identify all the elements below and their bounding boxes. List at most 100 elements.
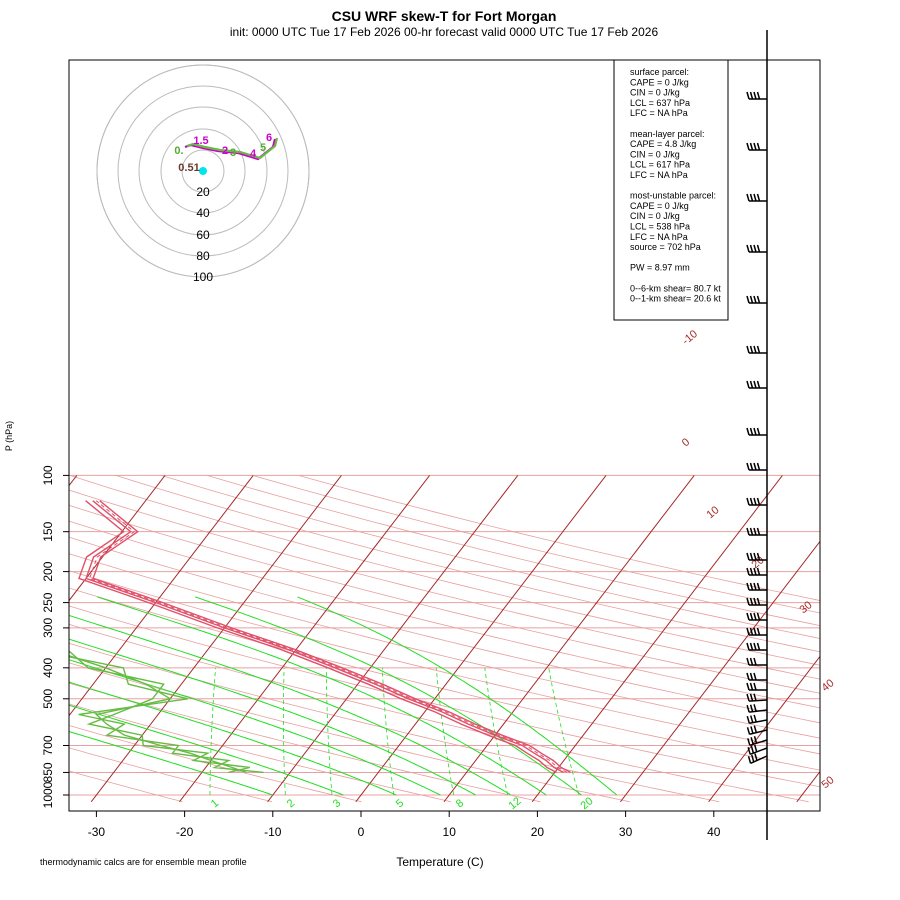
footnote: thermodynamic calcs are for ensemble mea… <box>40 857 247 867</box>
isotherm-label: 10 <box>705 504 722 521</box>
wind-barb-feather <box>756 597 761 606</box>
dry-adiabat <box>252 475 820 614</box>
hodograph-ring <box>160 128 246 214</box>
wind-barb-feather <box>749 91 754 100</box>
hodograph-ring <box>181 149 225 193</box>
hodograph-height-label: 2 <box>222 145 228 157</box>
wind-barb-feather <box>756 380 761 389</box>
isotherm <box>531 475 783 803</box>
wind-barb-feather <box>746 427 750 436</box>
isotherm <box>885 475 900 801</box>
dry-adiabat <box>69 747 273 803</box>
wind-barb-feather <box>746 612 750 621</box>
info-box-line: CAPE = 0 J/kg <box>630 201 689 211</box>
dry-adiabat <box>69 536 820 724</box>
isotherm-label: -10 <box>680 328 700 347</box>
info-box-line: PW = 8.97 mm <box>630 263 690 273</box>
wind-barb-feather <box>746 295 750 304</box>
x-tick-label: 20 <box>531 825 545 839</box>
isotherm-label: 0 <box>680 436 692 449</box>
wind-barb-feather <box>749 567 754 576</box>
dry-adiabat <box>69 703 451 803</box>
y-tick-label: 250 <box>41 592 55 612</box>
y-tick-label: 850 <box>41 762 55 782</box>
dry-adiabat <box>69 489 820 680</box>
wind-barb-feather <box>753 736 758 744</box>
isotherm <box>69 475 166 602</box>
info-box-line: 0--6-km shear= 80.7 kt <box>630 283 721 293</box>
wind-barb-feather <box>753 642 757 651</box>
dry-adiabat <box>161 475 820 639</box>
wind-barbs <box>746 91 768 765</box>
hodograph-height-label: 4 <box>250 148 257 160</box>
wind-barb-feather <box>746 497 750 506</box>
wind-barb-feather <box>749 627 754 636</box>
wind-barb-feather <box>753 244 757 253</box>
wind-barb-feather <box>749 552 754 561</box>
wind-barb-feather <box>749 427 754 436</box>
dry-adiabat <box>69 587 820 771</box>
moist-adiabat <box>69 681 397 796</box>
info-box-line: CAPE = 0 J/kg <box>630 77 689 87</box>
wind-barb-feather <box>749 497 754 506</box>
info-box-line: 0--1-km shear= 20.6 kt <box>630 294 721 304</box>
wind-barb-feather <box>749 295 754 304</box>
wind-barb-feather <box>746 462 750 471</box>
wind-barb-feather <box>753 345 757 354</box>
wind-barb-staff <box>750 755 768 765</box>
dewpoint-line <box>69 650 250 774</box>
moist-adiabat <box>69 614 512 796</box>
x-tick-label: 30 <box>619 825 633 839</box>
info-box-line: CIN = 0 J/kg <box>630 88 680 98</box>
dry-adiabat <box>69 504 820 694</box>
mixing-ratio-line <box>484 667 509 796</box>
wind-barb-feather <box>746 704 750 713</box>
wind-barb-feather <box>747 756 752 764</box>
hodograph-ring <box>138 106 268 236</box>
wind-barb-feather <box>753 682 757 691</box>
hodograph-ring <box>117 85 289 257</box>
wind-barb-feather <box>756 91 761 100</box>
hodograph: 20 40 60 80 100 0.51 1.5 0. 2 3 4 56 <box>96 64 310 284</box>
info-box-line: mean-layer parcel: <box>630 129 705 139</box>
wind-barb-feather <box>749 582 754 591</box>
wind-barb-feather <box>749 682 754 691</box>
wind-barb-feather <box>756 642 761 651</box>
mixing-ratio-line <box>209 667 216 796</box>
hodograph-ring-label: 20 <box>196 185 210 199</box>
x-tick-label: -30 <box>88 825 106 839</box>
mixing-ratio-label: 1 <box>209 797 221 810</box>
dry-adiabat <box>69 553 820 739</box>
moist-adiabat <box>297 596 618 796</box>
wind-barb-feather <box>746 567 750 576</box>
wind-barb-feather <box>756 142 761 151</box>
wind-barb-feather <box>753 612 757 621</box>
wind-barb-feather <box>746 244 750 253</box>
isotherm <box>179 475 430 803</box>
isotherm <box>69 475 78 487</box>
wind-barb-feather <box>756 627 761 636</box>
info-box-line: surface parcel: <box>630 67 689 77</box>
thermo-grid <box>69 474 900 803</box>
wind-barb-feather <box>753 714 757 723</box>
wind-barb-feather <box>749 612 754 621</box>
hodograph-ring-label: 40 <box>196 206 210 220</box>
wind-barb-feather <box>749 527 754 536</box>
wind-barb-feather <box>746 682 750 691</box>
wind-barb-feather <box>756 462 761 471</box>
isotherm <box>69 475 254 717</box>
wind-barb-feather <box>746 142 750 151</box>
parcel-trace <box>88 500 568 773</box>
mixing-ratio-line <box>283 667 286 796</box>
mixing-ratio-line <box>548 667 580 796</box>
y-tick-label: 500 <box>41 688 55 708</box>
hodograph-ring-label: 100 <box>193 270 213 284</box>
wind-barb-feather <box>753 142 757 151</box>
temperature-line <box>85 500 564 774</box>
wind-barb-feather <box>754 753 758 761</box>
x-tick-label: 40 <box>707 825 721 839</box>
chart-title: CSU WRF skew-T for Fort Morgan <box>332 8 557 24</box>
info-box-line: LCL = 617 hPa <box>630 160 690 170</box>
wind-barb-feather <box>753 597 757 606</box>
